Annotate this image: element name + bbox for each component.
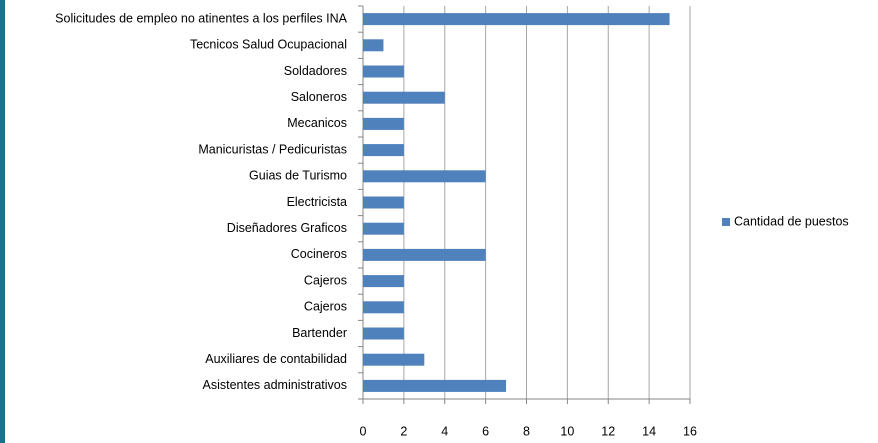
legend-label: Cantidad de puestos bbox=[734, 214, 849, 228]
bar bbox=[363, 301, 404, 314]
y-tick-label: Asistentes administrativos bbox=[202, 378, 347, 392]
y-tick-label: Cajeros bbox=[304, 300, 347, 314]
x-tick-label: 2 bbox=[400, 424, 407, 438]
bar bbox=[363, 170, 486, 183]
y-tick-label: Solicitudes de empleo no atinentes a los… bbox=[55, 11, 347, 25]
y-tick-label: Electricista bbox=[287, 195, 347, 209]
x-tick-label: 10 bbox=[560, 424, 574, 438]
y-tick-label: Tecnicos Salud Ocupacional bbox=[190, 38, 347, 52]
bar bbox=[363, 39, 384, 52]
bar bbox=[363, 144, 404, 157]
bar bbox=[363, 248, 486, 261]
y-tick-label: Diseñadores Graficos bbox=[227, 221, 347, 235]
x-tick-label: 0 bbox=[360, 424, 367, 438]
bar bbox=[363, 327, 404, 340]
y-tick-label: Bartender bbox=[292, 326, 347, 340]
y-tick-label: Auxiliares de contabilidad bbox=[205, 352, 347, 366]
side-stripe bbox=[0, 0, 5, 443]
bar bbox=[363, 196, 404, 209]
y-tick-label: Manicuristas / Pedicuristas bbox=[198, 142, 347, 156]
bar bbox=[363, 65, 404, 78]
y-tick-label: Cocineros bbox=[291, 247, 347, 261]
bar bbox=[363, 117, 404, 130]
y-tick-label: Cajeros bbox=[304, 273, 347, 287]
bar bbox=[363, 13, 670, 26]
y-tick-label: Mecanicos bbox=[287, 116, 347, 130]
y-tick-label: Saloneros bbox=[291, 90, 347, 104]
x-tick-label: 6 bbox=[482, 424, 489, 438]
bar bbox=[363, 222, 404, 235]
x-tick-label: 4 bbox=[441, 424, 448, 438]
bar bbox=[363, 353, 425, 366]
y-tick-label: Guias de Turismo bbox=[249, 169, 347, 183]
x-tick-label: 8 bbox=[523, 424, 530, 438]
x-tick-label: 14 bbox=[642, 424, 656, 438]
y-tick-label: Soldadores bbox=[284, 64, 347, 78]
x-tick-label: 12 bbox=[601, 424, 615, 438]
bar bbox=[363, 379, 507, 392]
legend-swatch bbox=[722, 218, 730, 226]
x-tick-label: 16 bbox=[683, 424, 697, 438]
bar bbox=[363, 91, 445, 104]
bar bbox=[363, 275, 404, 288]
